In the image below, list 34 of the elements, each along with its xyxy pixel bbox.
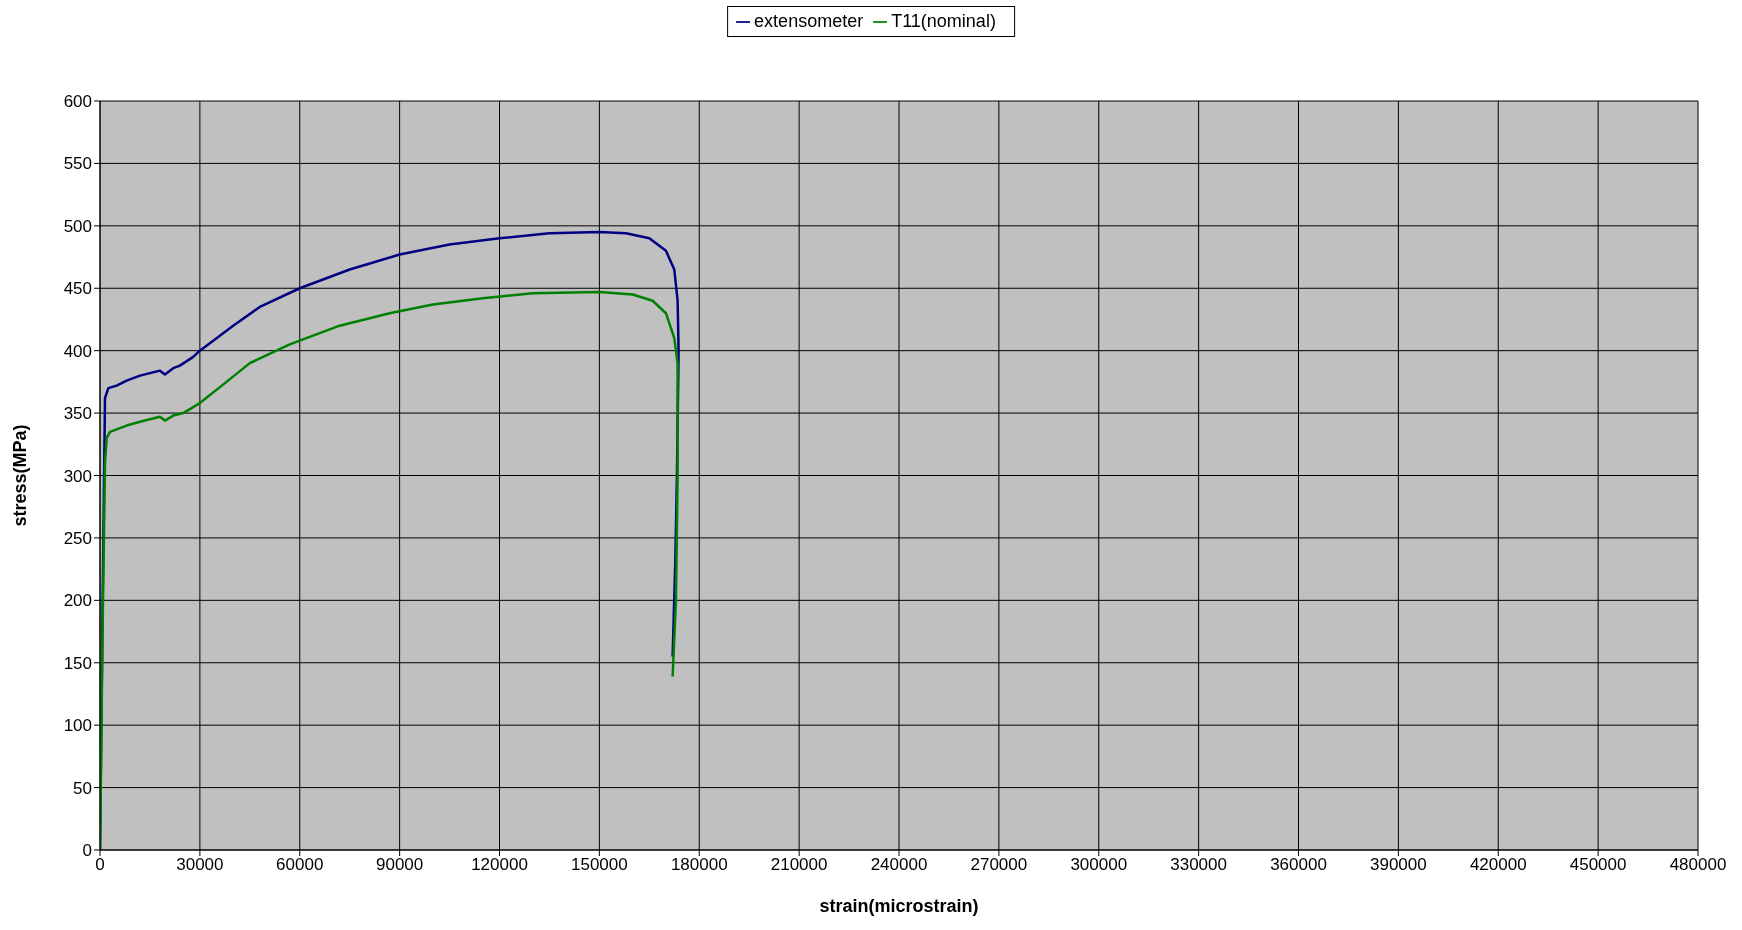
x-axis-title: strain(microstrain) (819, 896, 979, 916)
x-tick-label: 360000 (1270, 855, 1327, 875)
y-tick-label: 450 (63, 279, 92, 299)
y-tick-label: 500 (63, 216, 92, 236)
y-tick-label: 0 (82, 841, 92, 861)
x-tick-label: 210000 (770, 855, 828, 875)
y-tick-label: 200 (63, 591, 92, 611)
x-tick-label: 60000 (276, 855, 324, 875)
legend-label: T11(nominal) (891, 11, 996, 31)
x-tick-label: 150000 (571, 855, 628, 875)
x-tick-label: 90000 (375, 855, 424, 875)
x-tick-label: 330000 (1170, 855, 1227, 875)
x-tick-label: 270000 (970, 855, 1028, 875)
x-tick-label: 30000 (176, 855, 224, 875)
y-tick-label: 100 (63, 716, 92, 736)
x-tick-label: 450000 (1569, 855, 1627, 875)
x-tick-label: 420000 (1469, 855, 1527, 875)
legend-label: extensometer (754, 11, 864, 31)
y-tick-label: 550 (63, 154, 92, 174)
x-tick-label: 390000 (1370, 855, 1427, 875)
y-axis-title: stress(MPa) (10, 424, 31, 527)
x-tick-label: 480000 (1669, 855, 1727, 875)
x-tick-label: 120000 (471, 855, 528, 875)
y-tick-label: 300 (63, 466, 92, 486)
y-tick-label: 150 (63, 653, 92, 673)
y-tick-label: 600 (63, 92, 92, 112)
y-tick-label: 250 (63, 528, 92, 548)
x-tick-label: 180000 (670, 855, 728, 875)
y-tick-label: 50 (73, 778, 92, 798)
x-tick-label: 0 (95, 855, 105, 875)
y-tick-label: 350 (63, 404, 92, 424)
x-tick-label: 300000 (1070, 855, 1128, 875)
x-tick-label: 240000 (870, 855, 928, 875)
y-tick-label: 400 (63, 341, 92, 361)
